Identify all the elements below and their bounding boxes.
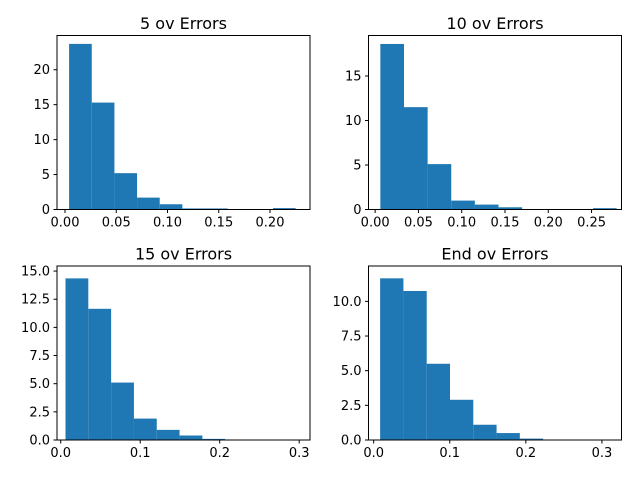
y-tick-label: 5: [353, 159, 361, 174]
subplot-title: End ov Errors: [441, 245, 548, 264]
subplot-15-ov-errors: 0.0 0.1 0.2 0.3 0.0 2.5 5.0 7.5 10.0 12.5 15.0 15 o…: [21, 245, 311, 461]
histogram-bar: [449, 399, 474, 440]
subplot-5-ov-errors: 0.00 0.05 0.10 0.15 0.20 0 5 10 15 20 5 ov Errors: [33, 14, 311, 231]
x-tick-label: 0.10: [447, 216, 476, 231]
y-tick-label: 0: [353, 203, 361, 218]
x-tick-label: 0.00: [51, 216, 80, 231]
histogram-bar: [205, 208, 228, 210]
histogram-bar: [65, 278, 89, 440]
y-tick-label: 15.0: [21, 265, 50, 280]
histogram-bar: [88, 308, 112, 440]
histogram-bar: [498, 207, 523, 210]
x-tick-label: 0.05: [102, 216, 131, 231]
x-tick-label: 0.10: [153, 216, 182, 231]
x-tick-label: 0.05: [404, 216, 433, 231]
y-tick-label: 0: [42, 203, 50, 218]
histogram-bar: [403, 107, 428, 210]
subplot-title: 10 ov Errors: [446, 14, 543, 33]
x-tick-label: 0.3: [592, 446, 613, 461]
histogram-bar: [182, 208, 206, 210]
histogram-bar: [272, 208, 296, 210]
histogram-bar: [519, 438, 544, 440]
y-tick-label: 7.5: [29, 349, 50, 364]
subplot-10-ov-errors: 0.00 0.05 0.10 0.15 0.20 0.25 0 5 10 15 10 ov Erro…: [345, 14, 622, 231]
histogram-bar: [179, 435, 203, 440]
histogram-bar: [496, 433, 520, 440]
histogram-bar: [593, 208, 617, 210]
y-tick-label: 5: [42, 168, 50, 183]
y-tick-label: 0.0: [341, 434, 362, 449]
histogram-bar: [156, 429, 180, 440]
histogram-bar: [380, 43, 404, 210]
x-tick-label: 0.1: [130, 446, 151, 461]
y-tick-label: 10.0: [21, 321, 50, 336]
histogram-bar: [114, 173, 138, 210]
x-tick-label: 0.15: [491, 216, 520, 231]
y-tick-label: 10.0: [333, 295, 362, 310]
subplot-title: 5 ov Errors: [140, 14, 227, 33]
histogram-bar: [69, 43, 92, 210]
y-tick-label: 2.5: [341, 399, 362, 414]
y-tick-label: 12.5: [21, 293, 50, 308]
histogram-bar: [426, 363, 450, 440]
x-tick-label: 0.0: [363, 446, 384, 461]
y-tick-label: 10: [33, 133, 50, 148]
subplot-end-ov-errors: 0.0 0.1 0.2 0.3 0.0 2.5 5.0 7.5 10.0 End ov Error…: [333, 245, 622, 461]
y-tick-label: 5.0: [29, 377, 50, 392]
histogram-bar: [159, 204, 183, 210]
y-tick-label: 15: [33, 98, 50, 113]
histogram-bar: [133, 418, 157, 440]
x-tick-label: 0.00: [361, 216, 390, 231]
axes-spines: [56, 35, 311, 210]
histogram-bar: [473, 424, 497, 440]
histogram-bar: [137, 197, 160, 210]
y-tick-label: 2.5: [29, 405, 50, 420]
x-tick-label: 0.1: [439, 446, 460, 461]
x-tick-label: 0.2: [516, 446, 537, 461]
axes-spines: [368, 35, 622, 210]
y-tick-label: 20: [33, 63, 50, 78]
histogram-bar: [91, 102, 115, 210]
y-tick-label: 5.0: [341, 364, 362, 379]
subplot-title: 15 ov Errors: [135, 245, 232, 264]
x-tick-label: 0.25: [577, 216, 606, 231]
histogram-bar: [380, 278, 404, 440]
axes-spines: [56, 265, 311, 441]
x-tick-label: 0.2: [209, 446, 230, 461]
histogram-bar: [474, 204, 499, 210]
y-tick-label: 15: [345, 70, 362, 85]
y-tick-label: 7.5: [341, 330, 362, 345]
x-tick-label: 0.20: [534, 216, 563, 231]
x-tick-label: 0.20: [256, 216, 285, 231]
x-tick-label: 0.3: [289, 446, 310, 461]
histogram-bar: [451, 200, 475, 210]
histogram-bar: [403, 290, 427, 440]
histogram-bar: [427, 164, 452, 210]
x-tick-label: 0.15: [204, 216, 233, 231]
x-tick-label: 0.0: [50, 446, 71, 461]
histogram-bar: [202, 438, 226, 440]
histogram-bar: [111, 382, 134, 440]
axes-spines: [368, 265, 622, 441]
y-tick-label: 10: [345, 114, 362, 129]
y-tick-label: 0.0: [29, 434, 50, 449]
